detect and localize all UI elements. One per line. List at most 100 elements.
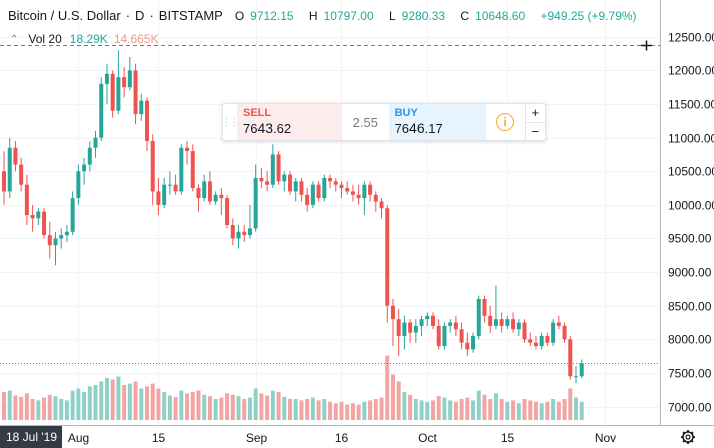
- interval-label[interactable]: D: [135, 8, 145, 23]
- price-tick-label: 7500.00: [668, 367, 712, 381]
- crosshair-date-label: 18 Jul '19: [6, 430, 57, 444]
- price-axis-background: [660, 0, 714, 448]
- plus-button[interactable]: +: [525, 104, 545, 123]
- candle-body: [93, 137, 98, 148]
- candle-body: [310, 184, 315, 205]
- volume-bar: [328, 401, 333, 420]
- candle-body: [36, 211, 41, 219]
- candle-body: [511, 319, 516, 330]
- time-tick-label: Sep: [246, 431, 268, 445]
- quantity-stepper[interactable]: + −: [524, 104, 545, 140]
- candle-body: [562, 325, 567, 340]
- candle-body: [408, 322, 413, 333]
- candle-body: [545, 335, 550, 343]
- price-tick-label: 12500.00: [668, 31, 714, 45]
- volume-bar: [413, 399, 418, 420]
- sell-button[interactable]: SELL 7643.62: [237, 104, 343, 140]
- volume-bar: [442, 397, 447, 420]
- candle-body: [47, 235, 52, 246]
- volume-bar: [390, 374, 395, 420]
- volume-bar: [379, 397, 384, 420]
- volume-bar: [156, 388, 161, 420]
- candle-body: [64, 231, 69, 236]
- volume-bar: [288, 399, 292, 420]
- symbol-name[interactable]: Bitcoin / U.S. Dollar: [8, 8, 121, 23]
- info-button[interactable]: i: [486, 104, 525, 140]
- volume-bar: [522, 399, 527, 420]
- candle-body: [150, 141, 155, 192]
- settings-gear-icon[interactable]: [681, 430, 695, 444]
- candle-body: [247, 228, 252, 236]
- time-axis[interactable]: Aug 15 Sep 16 Oct 15 Nov 18 Jul '19: [0, 425, 714, 448]
- volume-bar: [139, 388, 144, 420]
- volume-bar: [471, 400, 476, 420]
- candle-body: [533, 342, 538, 347]
- volume-bar: [431, 400, 435, 420]
- candle-body: [516, 322, 521, 330]
- change-value: +949.25 (+9.79%): [540, 8, 637, 23]
- candle-body: [579, 363, 584, 377]
- volume-bar: [116, 376, 121, 420]
- candle-body: [156, 191, 161, 205]
- volume-indicator-name[interactable]: Vol 20: [28, 32, 62, 46]
- volume-bar: [70, 390, 75, 420]
- candle-body: [213, 194, 218, 202]
- candle-body: [396, 319, 401, 336]
- time-tick-label: 15: [152, 431, 166, 445]
- volume-bar: [270, 390, 275, 420]
- open-label: O: [234, 8, 245, 23]
- volume-bar: [225, 393, 230, 420]
- candle-body: [127, 70, 132, 88]
- crosshair-date-label-bg: [0, 426, 62, 448]
- minus-button[interactable]: −: [531, 123, 540, 139]
- volume-bar: [87, 386, 92, 420]
- candle-body: [110, 73, 115, 111]
- volume-bar: [539, 403, 544, 420]
- volume-bar: [322, 399, 327, 420]
- volume-bar: [368, 400, 373, 420]
- candle-body: [202, 181, 207, 199]
- buy-button[interactable]: BUY 7646.17: [388, 104, 486, 140]
- price-axis[interactable]: 7000.00 7500.00 8000.00 8500.00 9000.00 9500.…: [660, 0, 714, 448]
- candle-body: [488, 315, 493, 326]
- volume-bar: [516, 403, 521, 420]
- volume-bar: [190, 392, 195, 420]
- volume-value: 18.29K: [69, 32, 108, 46]
- time-tick-label: 15: [501, 431, 515, 445]
- candle-body: [265, 181, 270, 185]
- drag-handle-icon[interactable]: ⋮⋮: [222, 116, 239, 127]
- candle-body: [442, 325, 447, 347]
- candle-body: [345, 188, 350, 192]
- volume-bar: [436, 396, 441, 420]
- time-tick-label: 16: [335, 431, 349, 445]
- volume-bar: [265, 395, 270, 420]
- volume-bar: [402, 392, 407, 420]
- volume-bar: [528, 400, 533, 420]
- candle-body: [505, 319, 510, 326]
- price-tick-label: 11000.00: [668, 132, 714, 146]
- candle-body: [24, 184, 29, 215]
- high-value: 10797.00: [323, 8, 374, 23]
- candle-body: [453, 322, 458, 330]
- volume-bar: [219, 397, 224, 420]
- candle-body: [350, 191, 355, 195]
- volume-bar: [356, 404, 361, 420]
- candle-body: [282, 174, 287, 182]
- candle-body: [173, 184, 178, 192]
- volume-bar: [373, 399, 378, 420]
- collapse-caret-icon[interactable]: ⌃: [10, 33, 19, 45]
- volume-bar: [482, 394, 487, 420]
- candle-body: [253, 177, 258, 229]
- price-tick-label: 12000.00: [668, 64, 714, 78]
- buy-label: BUY: [394, 107, 418, 119]
- candle-body: [328, 177, 333, 182]
- volume-bar: [408, 394, 413, 420]
- volume-bar: [202, 394, 207, 420]
- candle-body: [230, 225, 235, 239]
- candle-body: [293, 181, 298, 192]
- candle-body: [316, 184, 321, 199]
- symbol-legend: Bitcoin / U.S. Dollar · D · BITSTAMP O 97…: [8, 8, 643, 23]
- volume-bar: [333, 403, 338, 420]
- low-value: 9280.33: [401, 8, 446, 23]
